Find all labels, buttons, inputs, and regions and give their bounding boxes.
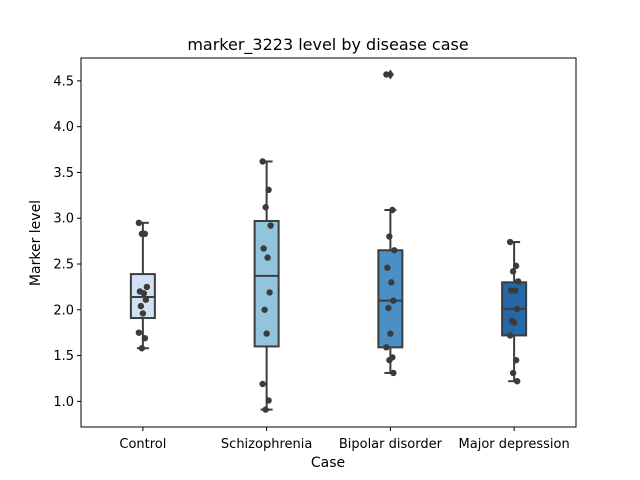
data-point: [506, 332, 514, 339]
data-point: [141, 334, 149, 342]
data-point: [383, 71, 390, 78]
x-axis-label: Case: [311, 455, 345, 471]
data-point: [262, 406, 269, 413]
box-body: [253, 219, 280, 348]
data-point: [388, 279, 395, 286]
y-tick-label: 4.5: [53, 74, 74, 89]
data-point: [266, 289, 273, 296]
plot-border: [80, 57, 577, 428]
data-point: [389, 206, 396, 214]
data-point: [512, 356, 520, 364]
x-tick-label: Control: [119, 437, 166, 452]
plot-frame: [81, 58, 576, 427]
data-point: [511, 287, 519, 294]
data-point: [386, 233, 393, 240]
outlier-marker: [386, 69, 394, 80]
data-point: [139, 310, 147, 317]
data-point: [261, 306, 268, 313]
data-point: [143, 283, 151, 291]
data-point: [510, 319, 518, 326]
data-point: [390, 297, 397, 304]
data-point: [509, 268, 517, 275]
data-point: [267, 222, 274, 229]
y-tick-label: 3.0: [53, 212, 74, 227]
y-axis-label: Marker level: [28, 200, 44, 286]
y-axis-ticks: 1.0 1.5 2.0 2.5 3.0 3.5 4.0 4.5: [53, 74, 81, 410]
x-tick-label: Schizophrenia: [221, 437, 312, 452]
data-point: [137, 302, 145, 310]
y-tick-label: 3.5: [53, 166, 74, 181]
data-point: [135, 329, 143, 336]
data-point: [138, 345, 146, 352]
x-axis-ticks: Control Schizophrenia Bipolar disorder Majo…: [119, 427, 570, 452]
data-point: [385, 304, 392, 312]
y-tick-label: 1.0: [53, 395, 74, 410]
data-point: [513, 378, 521, 385]
data-point: [506, 238, 514, 246]
data-point: [390, 369, 397, 377]
y-tick-label: 2.0: [53, 303, 74, 318]
x-tick-label: Major depression: [459, 437, 570, 452]
data-point: [514, 278, 522, 285]
data-point: [383, 344, 390, 351]
strip-points: [135, 71, 522, 413]
data-point: [259, 158, 266, 165]
data-point: [263, 330, 270, 337]
y-tick-label: 2.5: [53, 258, 74, 273]
data-point: [386, 356, 393, 364]
data-point: [265, 397, 272, 404]
data-point: [387, 330, 394, 337]
data-point: [140, 290, 148, 297]
chart-title: marker_3223 level by disease case: [187, 35, 468, 55]
data-point: [135, 219, 143, 227]
data-point: [384, 264, 391, 271]
data-point: [138, 230, 146, 238]
data-point: [265, 186, 272, 194]
y-tick-label: 1.5: [53, 349, 74, 364]
data-point: [264, 254, 271, 261]
data-point: [512, 262, 520, 270]
data-point: [509, 369, 517, 377]
data-point: [260, 245, 267, 252]
data-point: [513, 305, 521, 313]
data-point: [259, 380, 266, 388]
x-tick-label: Bipolar disorder: [339, 437, 443, 452]
data-point: [262, 204, 269, 211]
data-point: [391, 247, 398, 254]
data-point: [142, 296, 150, 303]
y-tick-label: 4.0: [53, 120, 74, 135]
